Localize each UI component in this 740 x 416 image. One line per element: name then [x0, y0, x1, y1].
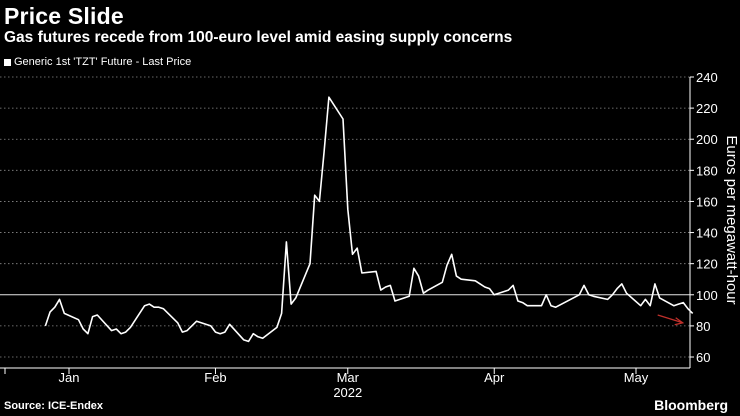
y-tick-label: 200: [696, 132, 718, 147]
annotation-group: [657, 314, 685, 326]
legend: Generic 1st 'TZT' Future - Last Price: [4, 56, 191, 68]
y-tick-label: 220: [696, 101, 718, 116]
source-note: Source: ICE-Endex: [4, 400, 104, 412]
chart-title: Price Slide: [4, 3, 124, 29]
x-tick-label: Mar: [337, 370, 360, 385]
arrow-shaft: [657, 314, 683, 324]
x-axis: Jan Feb Mar Apr May 2022: [0, 367, 690, 400]
y-tick-label: 180: [696, 163, 718, 178]
x-year-label: 2022: [333, 385, 362, 400]
chart-subtitle: Gas futures recede from 100-euro level a…: [4, 29, 513, 46]
y-tick-label: 160: [696, 194, 718, 209]
brand-logo: Bloomberg: [654, 397, 728, 413]
series-line-tzt: [44, 96, 694, 343]
y-axis: 60 80 100 120 140 160 180 200 220 240 Euros per me…: [689, 70, 740, 368]
gridlines: [0, 76, 690, 358]
x-tick-label: Apr: [484, 370, 505, 385]
y-tick-label: 60: [696, 350, 710, 365]
y-tick-label: 80: [696, 319, 710, 334]
legend-label: Generic 1st 'TZT' Future - Last Price: [14, 56, 192, 68]
arrow-head-icon: [674, 317, 685, 326]
series-group: [44, 96, 694, 343]
y-tick-label: 120: [696, 257, 718, 272]
y-tick-label: 140: [696, 226, 718, 241]
y-axis-label: Euros per megawatt-hour: [723, 135, 740, 304]
y-tick-label: 100: [696, 288, 718, 303]
y-tick-label: 240: [696, 70, 718, 85]
x-tick-label: May: [624, 370, 649, 385]
x-tick-label: Feb: [204, 370, 226, 385]
x-tick-label: Jan: [59, 370, 80, 385]
legend-swatch: [4, 58, 11, 66]
